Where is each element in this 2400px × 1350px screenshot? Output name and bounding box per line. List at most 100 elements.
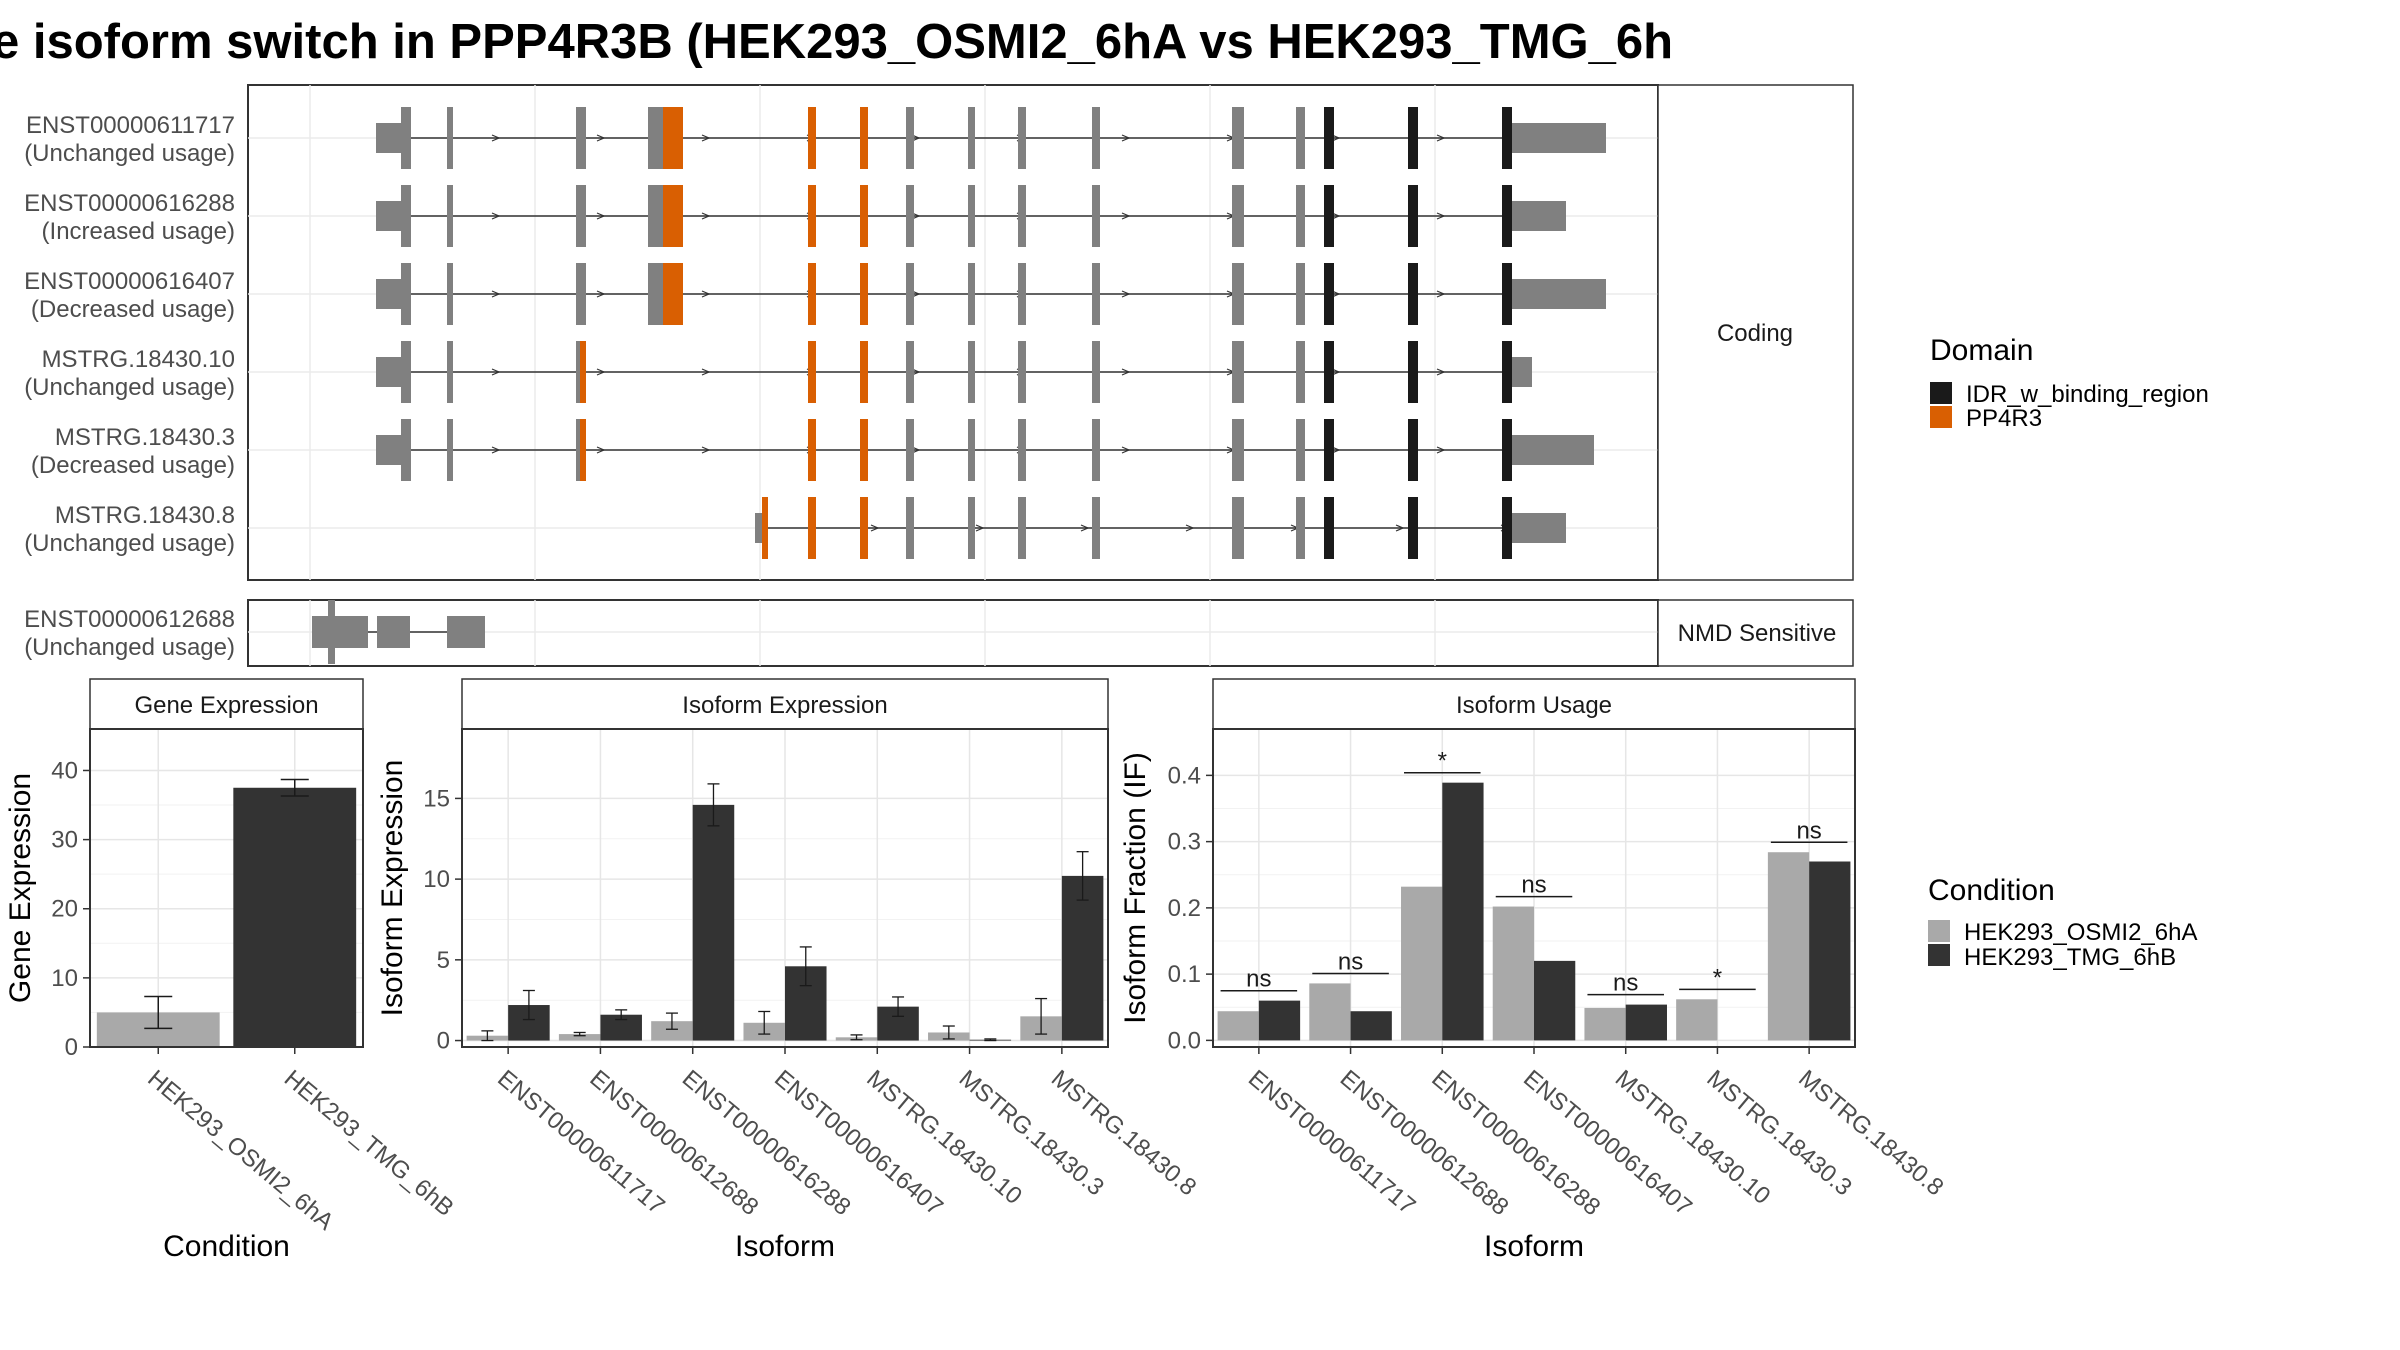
track-label-id: ENST00000611717 (26, 112, 235, 139)
condition-legend: Condition HEK293_OSMI2_6hA HEK293_TMG_6h… (1928, 874, 2197, 971)
domain-pp4r3 (860, 263, 868, 325)
domain-pp4r3 (580, 419, 586, 481)
transcript-track (376, 419, 1594, 481)
error-bar (850, 1034, 863, 1041)
direction-arrow (701, 446, 711, 454)
exon (401, 419, 411, 481)
domain-idr (1408, 419, 1418, 481)
domain-idr (1502, 341, 1512, 403)
bar (1534, 960, 1576, 1041)
coding-strip (1657, 84, 1854, 581)
direction-arrow (1185, 524, 1195, 532)
y-tick-label: 10 (423, 866, 450, 893)
domain-pp4r3 (808, 185, 816, 247)
domain-pp4r3 (808, 419, 816, 481)
domain-legend-title: Domain (1930, 334, 2033, 367)
direction-arrow (1331, 290, 1341, 298)
legend-key-pp4r3 (1930, 406, 1952, 428)
y-tick-label: 30 (51, 827, 78, 854)
track-label-id: ENST00000616407 (24, 268, 235, 295)
direction-arrow (491, 212, 501, 220)
track-label-usage: (Decreased usage) (31, 452, 235, 479)
track-labels: ENST00000611717 (Unchanged usage) ENST00… (24, 112, 235, 661)
nmd-strip (1657, 599, 1854, 667)
exon (968, 185, 975, 247)
exon (1092, 419, 1100, 481)
nmd-strip-label: NMD Sensitive (1678, 620, 1837, 647)
direction-arrow (911, 446, 921, 454)
domain-pp4r3 (808, 497, 816, 559)
direction-arrow (1436, 212, 1446, 220)
plot-frame (461, 728, 1109, 1048)
exon (576, 185, 586, 247)
x-axis-title: Isoform (735, 1230, 835, 1263)
domain-pp4r3 (663, 107, 683, 169)
panel-strip (461, 678, 1109, 730)
exon (1018, 419, 1026, 481)
x-tick-label: ENST00000611717 (492, 1065, 670, 1220)
exon (1092, 185, 1100, 247)
utr-exon (1512, 435, 1594, 465)
y-axis-title: Isoform Fraction (IF) (1119, 752, 1152, 1024)
direction-arrow (596, 290, 606, 298)
direction-arrow (701, 212, 711, 220)
utr-exon (755, 513, 762, 543)
isoform-usage-chart: Isoform Usage ns ENST00000611717 ns ENST0000… (1119, 678, 1949, 1263)
y-tick-label: 0.4 (1168, 762, 1201, 789)
exon (1092, 341, 1100, 403)
exon (1296, 497, 1305, 559)
exon (1092, 263, 1100, 325)
direction-arrow (491, 134, 501, 142)
direction-arrow (701, 134, 711, 142)
transcript-track (376, 185, 1566, 247)
domain-pp4r3 (808, 341, 816, 403)
domain-idr (1324, 107, 1334, 169)
error-bar (1076, 851, 1089, 901)
x-tick-label: ENST00000612688 (1335, 1065, 1514, 1221)
transcript-tracks (376, 107, 1606, 559)
direction-arrow (596, 446, 606, 454)
exon (968, 419, 975, 481)
exon (968, 497, 975, 559)
direction-arrow (1080, 524, 1090, 532)
direction-arrow (596, 212, 606, 220)
exon (401, 341, 411, 403)
exon (1018, 185, 1026, 247)
nmd-transcript-track (312, 600, 485, 664)
error-bar (573, 1031, 586, 1037)
domain-pp4r3 (808, 107, 816, 169)
exon (1296, 341, 1305, 403)
domain-pp4r3 (860, 341, 868, 403)
x-axis-title: Isoform (1484, 1230, 1584, 1263)
exon (906, 419, 914, 481)
y-tick-label: 15 (423, 785, 450, 812)
exon (447, 263, 453, 325)
bar (1061, 875, 1104, 1041)
exon (1296, 185, 1305, 247)
bar (1309, 983, 1351, 1041)
bar (1401, 886, 1443, 1041)
y-tick-label: 5 (437, 947, 450, 974)
transcript-panel-nmd: NMD Sensitive (247, 599, 1854, 667)
exon (1296, 107, 1305, 169)
exon (968, 341, 975, 403)
bar (1442, 782, 1484, 1041)
coding-strip-label: Coding (1717, 320, 1793, 347)
exon (377, 616, 410, 648)
panel-strip-label: Isoform Expression (682, 692, 887, 719)
direction-arrow (1331, 134, 1341, 142)
direction-arrow (1436, 290, 1446, 298)
track-label-id: MSTRG.18430.10 (42, 346, 235, 373)
isoform-expression-chart: Isoform ExpressionENST00000611717ENST000… (376, 678, 1201, 1263)
domain-idr (1502, 263, 1512, 325)
plot-frame (89, 728, 364, 1048)
panel-strip (1212, 678, 1856, 730)
y-tick-label: 0 (437, 1028, 450, 1055)
bar (1809, 861, 1851, 1041)
direction-arrow (701, 368, 711, 376)
significance-label: ns (1613, 970, 1638, 997)
error-bar (707, 783, 720, 827)
track-label-usage: (Unchanged usage) (24, 634, 235, 661)
bar (1767, 852, 1810, 1041)
bar (1676, 999, 1718, 1041)
